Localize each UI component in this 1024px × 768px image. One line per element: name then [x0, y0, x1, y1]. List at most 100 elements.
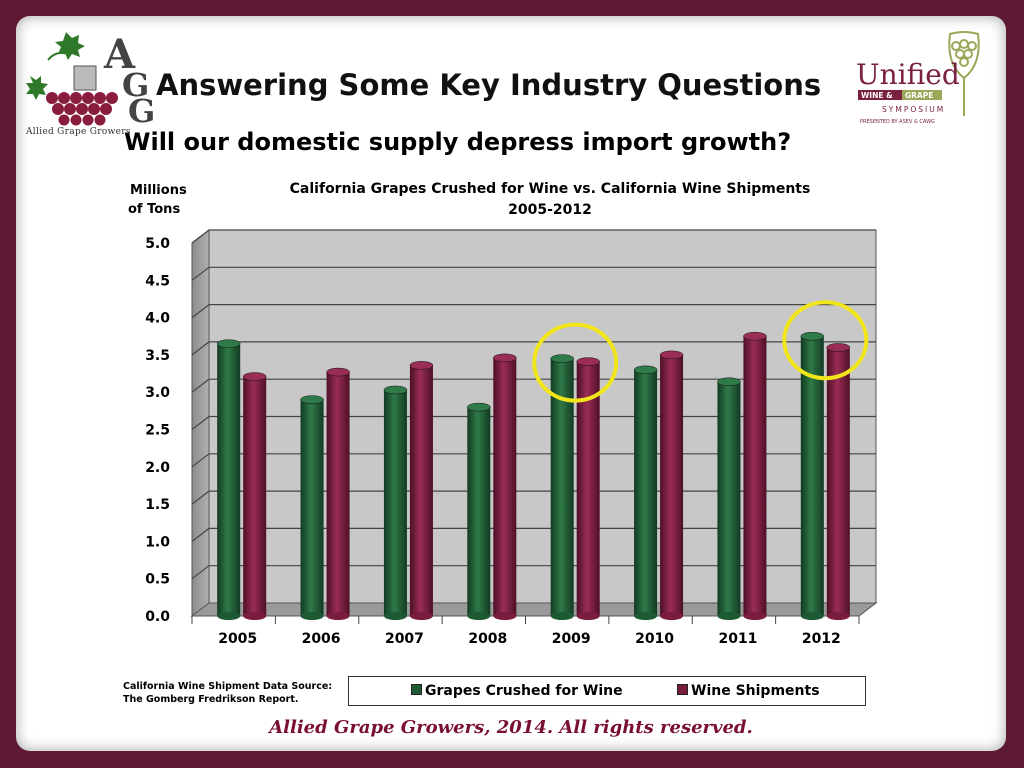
- bar-cap: [659, 350, 684, 360]
- bar-2009-wine-shipments: [576, 357, 600, 620]
- x-tick-label-2010: 2010: [635, 631, 674, 647]
- bar-cap: [550, 354, 574, 363]
- bar-cap: [383, 385, 408, 395]
- y-tick-label: 4.0: [145, 311, 170, 327]
- y-tick-label: 0.0: [145, 609, 170, 625]
- bar-2008-grapes-crushed: [467, 402, 491, 620]
- y-tick-label: 5.0: [145, 236, 170, 252]
- y-axis-ticks: 0.0 0.5 1.0 1.5 2.0 2.5 3.0 3.5 4.0 4.5 5.0: [145, 236, 170, 625]
- bar-body: [300, 399, 324, 616]
- bar-base: [383, 612, 407, 620]
- highlight-circles: [532, 300, 869, 403]
- bar-body: [326, 372, 350, 616]
- bar-cap: [300, 395, 324, 404]
- bar-body: [409, 365, 433, 616]
- bar-2007-grapes-crushed: [383, 385, 408, 620]
- bar-body: [383, 389, 407, 616]
- unified-band-left: WINE &: [861, 91, 893, 100]
- slide: A G G Allied Grape Growers Unified WINE …: [16, 16, 1006, 751]
- bar-2005-grapes-crushed: [216, 339, 241, 620]
- bar-base: [550, 612, 574, 620]
- slide-subtitle: Will our domestic supply depress import …: [124, 128, 792, 156]
- bar-body: [660, 354, 684, 616]
- bar-cap: [717, 377, 741, 387]
- chart-title-line1: California Grapes Crushed for Wine vs. C…: [290, 181, 811, 197]
- legend-item-wine-shipments: Wine Shipments: [677, 683, 820, 699]
- plot-floor: [190, 602, 878, 617]
- bar-2010-wine-shipments: [659, 350, 684, 620]
- y-tick-label: 1.0: [145, 534, 170, 550]
- bar-chart: Millions of Tons California Grapes Crush…: [128, 181, 878, 647]
- bar-base: [717, 612, 741, 620]
- bar-cap: [409, 361, 434, 370]
- legend-swatch-wine: [677, 684, 688, 695]
- y-axis-label-line2: of Tons: [128, 202, 180, 217]
- gridline: [191, 341, 876, 356]
- source-note-line2: The Gomberg Fredrikson Report.: [123, 694, 299, 705]
- legend: Grapes Crushed for Wine Wine Shipments: [348, 676, 866, 706]
- highlight-circle-2012: [782, 300, 869, 381]
- agg-logo: A G G Allied Grape Growers: [25, 31, 155, 137]
- agg-letter-a: A: [103, 31, 136, 78]
- bars: [216, 332, 851, 620]
- bar-base: [217, 612, 241, 620]
- wine-press-icon: [73, 65, 97, 91]
- x-tick-label-2008: 2008: [468, 631, 507, 647]
- bar-cap: [493, 353, 517, 363]
- bar-cap: [242, 372, 267, 381]
- bar-base: [467, 612, 491, 620]
- bar-body: [243, 376, 267, 616]
- bar-body: [800, 336, 824, 616]
- bar-2010-grapes-crushed: [633, 365, 658, 620]
- bar-base: [800, 612, 824, 620]
- bar-base: [826, 612, 850, 620]
- bar-cap: [326, 367, 350, 377]
- y-tick-label: 0.5: [145, 572, 170, 588]
- y-tick-label: 2.0: [145, 460, 170, 476]
- x-tick-label-2007: 2007: [385, 631, 424, 647]
- x-tick-label-2009: 2009: [552, 631, 591, 647]
- agg-caption: Allied Grape Growers: [25, 127, 131, 137]
- x-tick-label-2011: 2011: [718, 631, 757, 647]
- bar-cap: [800, 332, 825, 341]
- legend-label-grapes-crushed: Grapes Crushed for Wine: [425, 683, 623, 699]
- agg-letter-g1: G: [122, 66, 149, 104]
- unified-word: Unified: [856, 58, 960, 91]
- source-note: California Wine Shipment Data Source: Th…: [123, 680, 343, 706]
- bar-body: [826, 347, 850, 616]
- bar-2011-wine-shipments: [743, 332, 767, 620]
- bar-2011-grapes-crushed: [717, 377, 741, 620]
- x-tick-label-2006: 2006: [302, 631, 341, 647]
- bar-body: [550, 358, 574, 616]
- bar-cap: [216, 339, 241, 348]
- bar-body: [493, 357, 517, 616]
- legend-label-wine-shipments: Wine Shipments: [691, 683, 820, 699]
- bar-base: [493, 612, 517, 620]
- bar-2007-wine-shipments: [409, 361, 434, 620]
- bar-2012-grapes-crushed: [800, 332, 825, 620]
- y-tick-label: 3.0: [145, 385, 170, 401]
- slide-title: Answering Some Key Industry Questions: [156, 68, 822, 102]
- unified-presented: PRESENTED BY ASEV & CAWG: [860, 119, 935, 125]
- plot-background: [190, 228, 878, 618]
- agg-letter-g2: G: [128, 92, 155, 130]
- bar-cap: [743, 332, 767, 341]
- bar-body: [217, 343, 241, 616]
- grape-cluster-icon: [46, 92, 118, 126]
- y-tick-label: 2.5: [145, 423, 170, 439]
- bar-base: [326, 612, 350, 620]
- bar-cap: [826, 343, 851, 352]
- bar-cap: [633, 365, 658, 375]
- bar-2009-grapes-crushed: [550, 354, 574, 620]
- y-tick-label: 4.5: [145, 273, 170, 289]
- unified-band-right: GRAPE: [905, 91, 933, 100]
- bar-base: [243, 612, 267, 620]
- bar-2005-wine-shipments: [242, 372, 267, 620]
- bar-body: [743, 336, 767, 616]
- bar-2006-grapes-crushed: [300, 395, 324, 620]
- bar-body: [467, 407, 491, 616]
- bar-2012-wine-shipments: [826, 343, 851, 620]
- chart-title-line2: 2005-2012: [508, 202, 592, 218]
- bar-base: [300, 612, 324, 620]
- gridline: [191, 266, 876, 281]
